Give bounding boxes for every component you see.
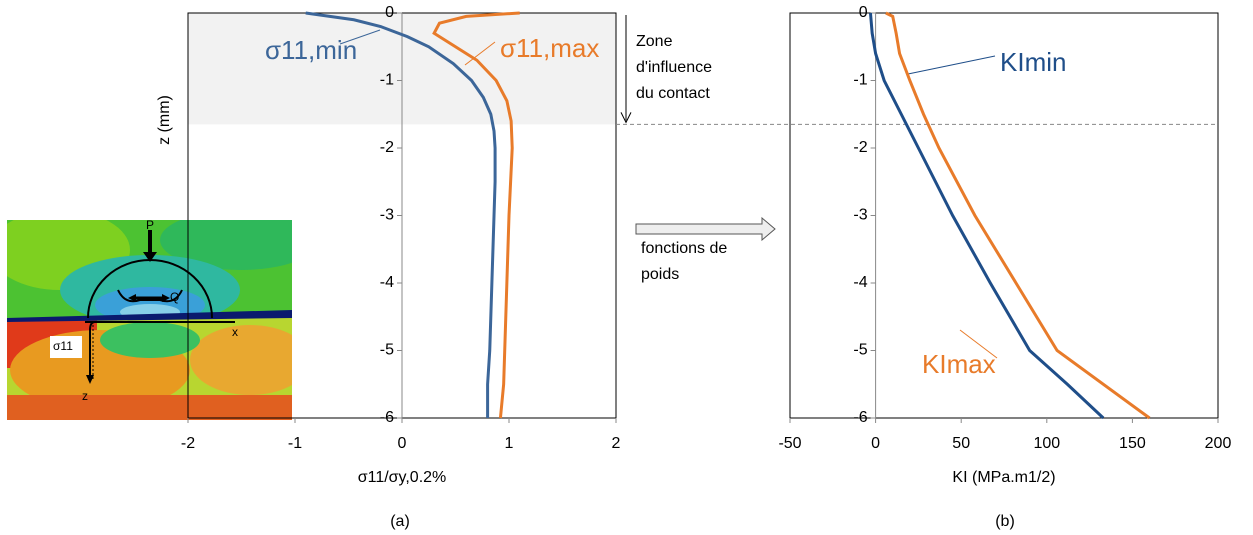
y-tick-label: 0: [859, 4, 868, 21]
x-tick-label: -50: [778, 435, 801, 452]
zone-label: Zone: [636, 33, 673, 50]
y-tick-label: -6: [853, 409, 867, 426]
leader-line: [959, 329, 998, 359]
x-tick-label: -1: [288, 435, 302, 452]
x-tick-label: 2: [612, 435, 621, 452]
fea-inset: P Q x σ11 z: [7, 218, 292, 420]
y-tick-label: -3: [853, 207, 867, 224]
inset-label: Q: [170, 290, 179, 304]
y-tick-label: -2: [380, 139, 394, 156]
zone-label: du contact: [636, 85, 710, 102]
inset-label: z: [82, 389, 88, 403]
y-tick-label: 0: [385, 4, 394, 21]
inset-label: P: [146, 218, 154, 232]
series-line: [432, 11, 520, 419]
y-tick-label: -2: [853, 139, 867, 156]
inset-label: x: [232, 325, 238, 339]
arrow-shape: [635, 216, 776, 242]
x-tick-label: 1: [505, 435, 514, 452]
series-label: KImax: [922, 349, 996, 379]
leader-line: [907, 55, 996, 75]
y-tick-label: -1: [853, 72, 867, 89]
y-tick-label: -6: [380, 409, 394, 426]
x-tick-label: 100: [1033, 435, 1060, 452]
series-line: [305, 11, 497, 418]
zone-label: d'influence: [636, 59, 712, 76]
x-axis-label: σ11/σy,0.2%: [358, 469, 447, 486]
y-tick-label: -5: [853, 342, 867, 359]
series-line: [885, 11, 1151, 420]
x-tick-label: -2: [181, 435, 195, 452]
series-label: KImin: [1000, 47, 1066, 77]
series-label: σ11,min: [265, 35, 357, 65]
leader-line: [464, 41, 496, 66]
leader-line: [339, 29, 381, 45]
x-tick-label: 0: [871, 435, 880, 452]
x-tick-label: 150: [1119, 435, 1146, 452]
y-tick-label: -5: [380, 342, 394, 359]
series-line: [868, 12, 1105, 420]
x-tick-label: 200: [1205, 435, 1232, 452]
x-tick-label: 50: [952, 435, 970, 452]
inset-label: σ11: [53, 339, 73, 353]
x-axis-label: KI (MPa.m1/2): [952, 469, 1055, 486]
arrow-label: fonctions de: [641, 240, 727, 257]
y-tick-label: -1: [380, 72, 394, 89]
panel-label: (b): [995, 513, 1015, 530]
y-tick-label: -4: [853, 274, 867, 291]
plot-frame: [789, 12, 1219, 419]
zone-arrow-head: [620, 112, 632, 124]
arrow-label: poids: [641, 266, 679, 283]
y-tick-label: -4: [380, 274, 394, 291]
panel-label: (a): [390, 513, 410, 530]
series-label: σ11,max: [500, 33, 599, 63]
y-tick-label: -3: [380, 207, 394, 224]
x-tick-label: 0: [398, 435, 407, 452]
y-axis-label: z (mm): [156, 95, 173, 145]
